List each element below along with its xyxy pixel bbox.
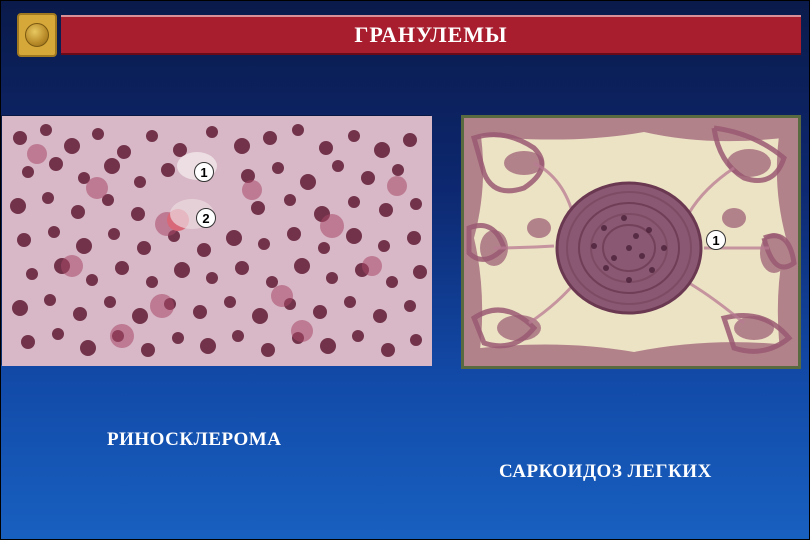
histology-left: 1 2 <box>1 115 431 365</box>
marker-left-1: 1 <box>194 162 214 182</box>
badge-emblem <box>25 23 49 47</box>
caption-right: САРКОИДОЗ ЛЕГКИХ <box>499 461 712 483</box>
histology-right: 1 <box>461 115 801 369</box>
marker-right-1: 1 <box>706 230 726 250</box>
caption-left: РИНОСКЛЕРОМА <box>107 429 281 451</box>
histology-left-svg <box>2 116 432 366</box>
slide-title: ГРАНУЛЕМЫ <box>354 22 507 48</box>
marker-left-2: 2 <box>196 208 216 228</box>
slide-badge <box>17 13 57 57</box>
histology-right-svg <box>464 118 798 366</box>
title-bar: ГРАНУЛЕМЫ <box>61 15 801 55</box>
images-row: 1 2 <box>1 115 809 365</box>
